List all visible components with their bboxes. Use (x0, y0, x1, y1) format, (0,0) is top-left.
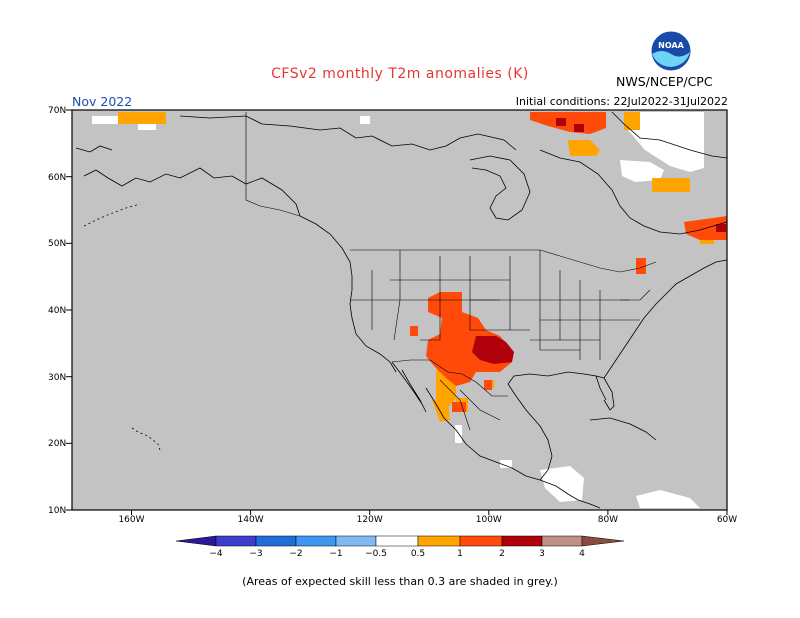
colorbar-ticks: −4 −3 −2 −1 −0.5 0.5 1 2 3 4 (209, 549, 585, 559)
colorbar-tick: −1 (329, 549, 342, 559)
lon-label: 60W (717, 515, 737, 525)
initial-conditions: Initial conditions: 22Jul2022-31Jul2022 (515, 95, 728, 108)
colorbar-tick: 0.5 (411, 549, 425, 559)
political-boundaries (245, 112, 657, 431)
lat-label: 10N (48, 506, 66, 516)
lat-label: 50N (48, 239, 66, 249)
footnote: (Areas of expected skill less than 0.3 a… (242, 575, 558, 588)
logo-text: NOAA (658, 41, 684, 50)
map-title: CFSv2 monthly T2m anomalies (K) (271, 66, 529, 82)
colorbar-tick: 1 (457, 549, 463, 559)
colorbar-swatch (255, 535, 297, 547)
colorbar-swatch-gt-4 (581, 535, 625, 547)
noaa-logo-icon: NOAA (650, 30, 692, 72)
colorbar-tick: 3 (539, 549, 545, 559)
colorbar-tick: −0.5 (365, 549, 387, 559)
anomaly-2-3 (472, 118, 726, 364)
lon-label: 160W (118, 515, 144, 525)
lat-label: 40N (48, 306, 66, 316)
colorbar-tick: −2 (289, 549, 302, 559)
colorbar-swatch (375, 535, 419, 547)
colorbar (175, 535, 625, 547)
lat-label: 60N (48, 173, 66, 183)
map-background (72, 110, 727, 510)
colorbar-swatch (335, 535, 377, 547)
agency-label: NWS/NCEP/CPC (616, 74, 713, 89)
colorbar-tick: 4 (579, 549, 585, 559)
colorbar-tick: −3 (249, 549, 262, 559)
lat-label: 70N (48, 106, 66, 116)
longitude-labels: 160W 140W 120W 100W 80W 60W (118, 515, 737, 525)
lon-label: 100W (476, 515, 502, 525)
colorbar-swatch (501, 535, 543, 547)
latitude-labels: 70N 60N 50N 40N 30N 20N 10N (48, 106, 66, 516)
colorbar-tick: −4 (209, 549, 223, 559)
colorbar-swatch (459, 535, 503, 547)
lon-label: 140W (238, 515, 264, 525)
axis-ticks (66, 109, 728, 515)
lat-label: 30N (48, 373, 66, 383)
colorbar-swatch (417, 535, 461, 547)
forecast-month: Nov 2022 (72, 94, 133, 109)
colorbar-tick: 2 (499, 549, 505, 559)
lon-label: 120W (357, 515, 383, 525)
colorbar-swatch-lt-neg4 (175, 535, 217, 547)
lon-label: 80W (598, 515, 618, 525)
colorbar-swatch (295, 535, 337, 547)
coastlines (75, 111, 728, 509)
lat-label: 20N (48, 439, 66, 449)
colorbar-swatch (541, 535, 583, 547)
colorbar-swatch (215, 535, 257, 547)
